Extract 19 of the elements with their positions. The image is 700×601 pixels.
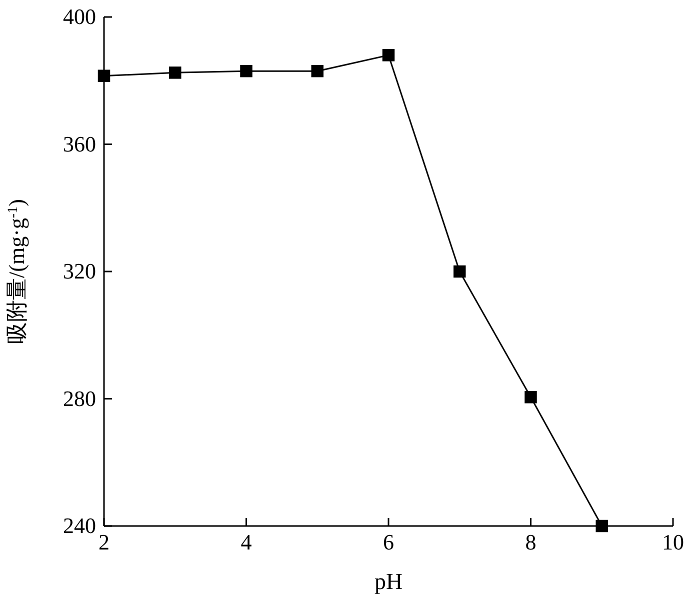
x-tick-label: 8 (525, 530, 536, 555)
point (454, 265, 466, 278)
point (524, 391, 537, 404)
y-tick-label: 240 (63, 513, 96, 538)
point (98, 70, 110, 82)
x-tick-label: 2 (98, 530, 110, 555)
point (169, 66, 182, 79)
x-tick-label: 6 (383, 530, 394, 555)
point (382, 49, 395, 62)
point (240, 64, 252, 78)
y-tick-label: 360 (63, 131, 96, 156)
x-axis-title: pH (374, 569, 403, 594)
y-tick-label: 320 (63, 258, 96, 284)
y-tick-label: 400 (63, 4, 96, 30)
point (596, 520, 608, 532)
point (311, 64, 324, 78)
y-tick-label: 280 (63, 386, 96, 411)
x-tick-label: 4 (240, 530, 252, 555)
x-tick-label: 10 (662, 530, 684, 555)
